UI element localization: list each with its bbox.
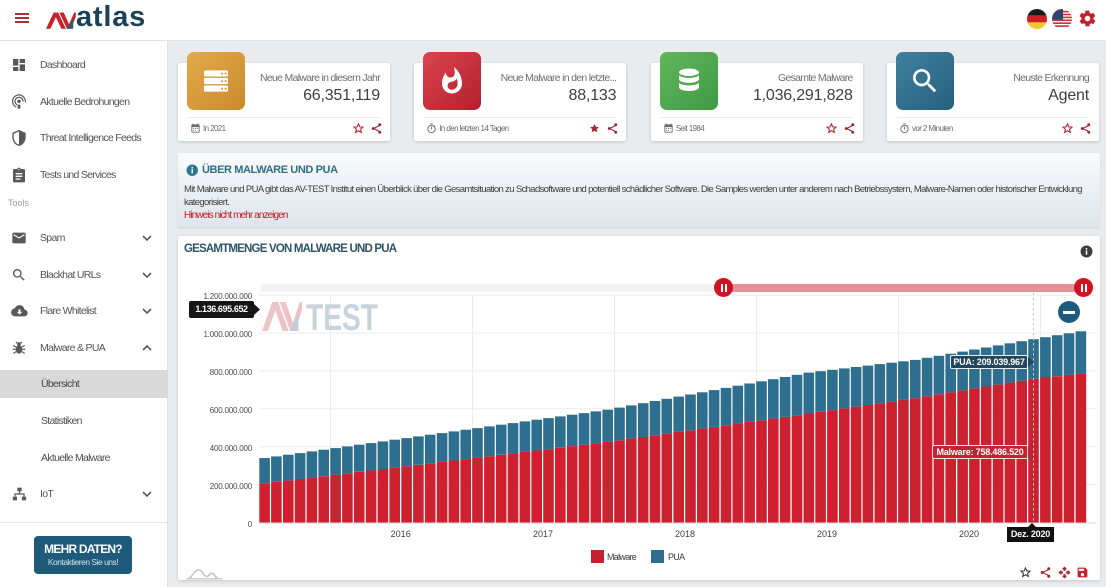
svg-text:2020: 2020 xyxy=(959,529,979,539)
svg-text:2017: 2017 xyxy=(533,529,553,539)
svg-text:2016: 2016 xyxy=(391,529,411,539)
svg-text:2018: 2018 xyxy=(675,529,695,539)
svg-text:TEST: TEST xyxy=(306,297,378,338)
svg-text:2019: 2019 xyxy=(817,529,837,539)
